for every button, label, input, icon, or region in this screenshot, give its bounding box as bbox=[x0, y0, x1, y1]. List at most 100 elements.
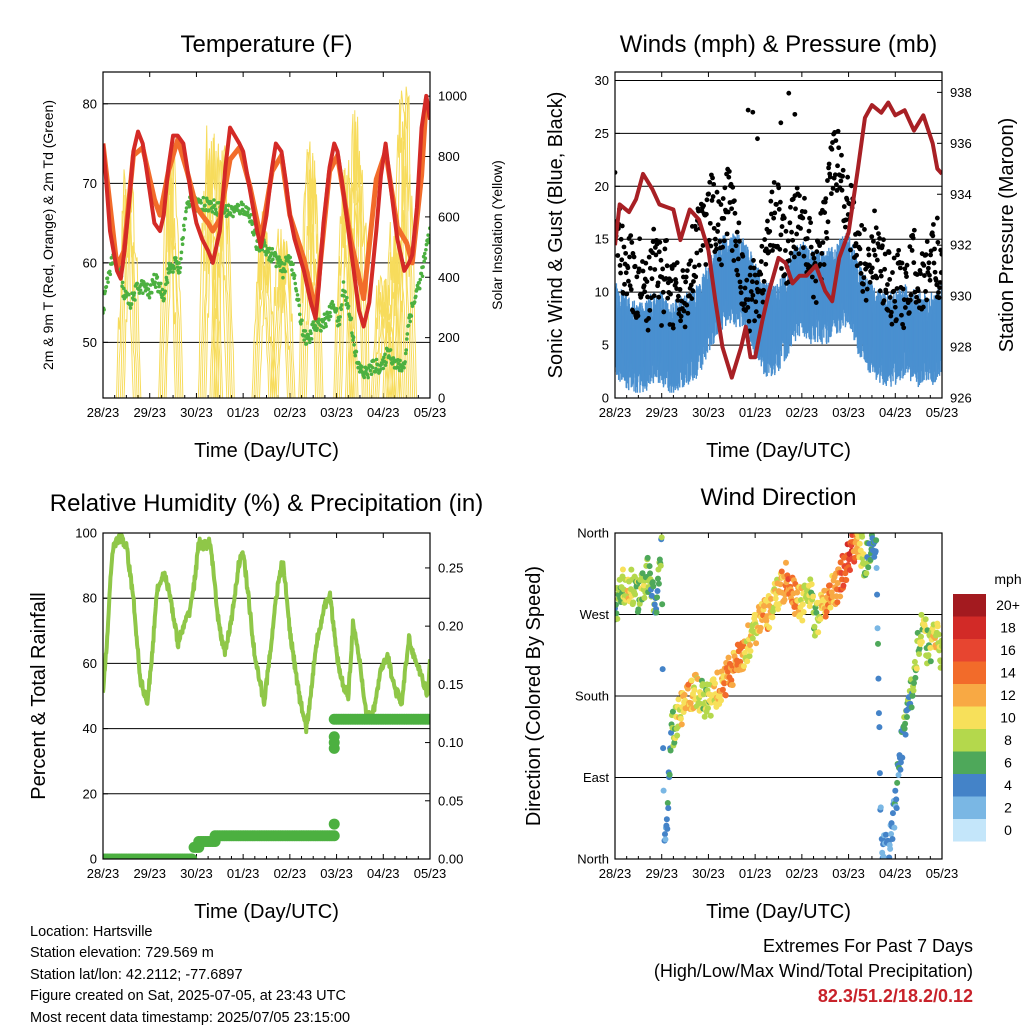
y-tick-label: 100 bbox=[75, 526, 97, 541]
direction-point bbox=[644, 554, 651, 561]
direction-point bbox=[885, 859, 891, 865]
td-point bbox=[203, 203, 207, 208]
gust-point bbox=[655, 280, 661, 286]
gust-point bbox=[740, 253, 746, 259]
y-tick-label: West bbox=[580, 607, 610, 622]
gust-point bbox=[890, 270, 895, 275]
td-point bbox=[233, 208, 238, 213]
gust-point bbox=[627, 283, 633, 289]
gust-point bbox=[896, 247, 902, 253]
gust-point bbox=[643, 260, 649, 266]
gust-point bbox=[931, 222, 936, 227]
gust-point bbox=[694, 250, 700, 256]
td-point bbox=[366, 375, 370, 380]
gust-point bbox=[678, 318, 683, 324]
y-right-tick-label: 938 bbox=[950, 85, 972, 100]
solar-line bbox=[393, 90, 412, 398]
plot-frame bbox=[614, 532, 943, 860]
plot-frame bbox=[102, 532, 431, 860]
direction-point bbox=[909, 692, 916, 699]
gust-point bbox=[862, 227, 867, 232]
gust-point bbox=[841, 204, 847, 209]
gust-point bbox=[659, 323, 664, 328]
gust-point bbox=[673, 280, 679, 286]
gust-point bbox=[873, 225, 879, 231]
gust-point bbox=[737, 279, 743, 285]
gust-point bbox=[891, 255, 897, 261]
gust-point bbox=[874, 275, 880, 281]
gust-point bbox=[754, 280, 760, 285]
td-point bbox=[257, 249, 262, 253]
gust-point bbox=[668, 278, 674, 284]
gust-point bbox=[834, 182, 839, 188]
td-point bbox=[422, 251, 427, 256]
gust-point bbox=[781, 215, 787, 221]
x-tick-label: 01/23 bbox=[739, 866, 772, 881]
direction-point bbox=[834, 579, 841, 586]
direction-point bbox=[822, 613, 829, 620]
direction-point bbox=[775, 605, 782, 612]
x-tick-label: 28/23 bbox=[87, 866, 120, 881]
gust-point bbox=[786, 258, 792, 263]
plot-frame bbox=[102, 71, 431, 399]
direction-point bbox=[721, 680, 728, 687]
gust-point bbox=[909, 248, 915, 253]
direction-point bbox=[917, 633, 924, 640]
chart-title: Relative Humidity (%) & Precipitation (i… bbox=[50, 490, 483, 517]
direction-point bbox=[688, 677, 695, 684]
direction-point bbox=[916, 651, 923, 658]
gust-point bbox=[865, 246, 871, 252]
direction-point bbox=[912, 674, 919, 681]
direction-point bbox=[826, 582, 833, 589]
legend-label: 20+ bbox=[996, 597, 1020, 613]
x-axis-title: Time (Day/UTC) bbox=[706, 901, 851, 923]
gust-point bbox=[885, 282, 890, 287]
td-point bbox=[424, 247, 428, 252]
gust-point bbox=[833, 138, 839, 144]
td-point bbox=[317, 318, 322, 322]
gust-point bbox=[755, 136, 760, 142]
gust-point bbox=[857, 231, 862, 237]
direction-point bbox=[729, 682, 736, 689]
td-point bbox=[210, 210, 215, 214]
direction-point bbox=[859, 533, 866, 540]
gust-point bbox=[783, 228, 789, 234]
direction-point bbox=[908, 704, 915, 711]
td-point bbox=[207, 208, 211, 212]
gust-point bbox=[628, 233, 634, 239]
gust-point bbox=[627, 254, 632, 260]
direction-point bbox=[647, 570, 654, 577]
direction-point bbox=[719, 686, 726, 693]
td-point bbox=[153, 285, 158, 290]
direction-point bbox=[877, 804, 884, 811]
td-point bbox=[353, 353, 358, 358]
td-point bbox=[426, 233, 430, 237]
gust-point bbox=[733, 243, 739, 249]
gust-point bbox=[826, 165, 831, 171]
gust-point bbox=[902, 266, 908, 272]
gust-point bbox=[814, 249, 820, 255]
y-tick-label: 70 bbox=[83, 176, 97, 191]
direction-point bbox=[700, 691, 707, 698]
gust-point bbox=[704, 197, 710, 203]
y-tick-label: 80 bbox=[83, 96, 97, 111]
x-tick-label: 04/23 bbox=[879, 866, 912, 881]
direction-point bbox=[893, 796, 900, 803]
gust-point bbox=[798, 226, 803, 231]
gust-point bbox=[881, 237, 886, 243]
td-point bbox=[413, 294, 418, 299]
td-point bbox=[422, 259, 427, 264]
td-point bbox=[212, 198, 216, 202]
td-point bbox=[107, 269, 112, 274]
td-point bbox=[388, 348, 393, 352]
direction-point bbox=[674, 732, 681, 739]
solar-line bbox=[397, 86, 416, 398]
td-point bbox=[106, 280, 110, 284]
direction-point bbox=[887, 845, 894, 852]
direction-point bbox=[654, 594, 661, 601]
td-point bbox=[383, 352, 387, 357]
direction-point bbox=[728, 677, 735, 684]
gust-point bbox=[675, 298, 681, 303]
gust-point bbox=[668, 291, 673, 297]
direction-point bbox=[913, 665, 920, 672]
